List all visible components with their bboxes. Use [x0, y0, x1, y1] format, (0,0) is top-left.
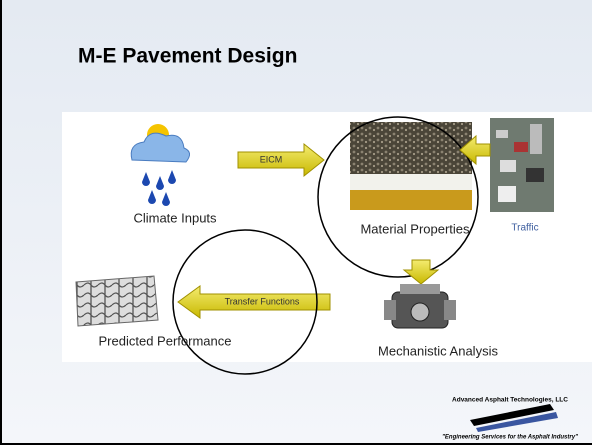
node-label: Mechanistic Analysis — [378, 343, 498, 358]
arrow-label: EICM — [260, 154, 283, 164]
arrow — [402, 259, 440, 285]
tagline: "Engineering Services for the Asphalt In… — [442, 435, 578, 441]
arrow — [459, 134, 491, 166]
title: M-E Pavement Design — [78, 45, 297, 68]
traffic-icon — [490, 118, 554, 212]
arrow — [177, 285, 331, 319]
material-icon — [350, 122, 472, 210]
arrow-label: Transfer Functions — [225, 296, 300, 306]
climate-icon — [130, 124, 190, 206]
pavement-icon — [75, 275, 159, 327]
logo — [470, 404, 554, 426]
engine-icon — [384, 284, 456, 329]
node-label: Climate Inputs — [133, 210, 217, 225]
logo — [476, 412, 558, 432]
arrow — [237, 142, 325, 178]
node-label: Material Properties — [360, 221, 470, 236]
node-label: Traffic — [511, 223, 538, 234]
company: Advanced Asphalt Technologies, LLC — [452, 397, 568, 404]
highlight-circle — [172, 229, 318, 375]
highlight-circle — [317, 116, 479, 278]
node-label: Predicted Performance — [99, 333, 232, 348]
